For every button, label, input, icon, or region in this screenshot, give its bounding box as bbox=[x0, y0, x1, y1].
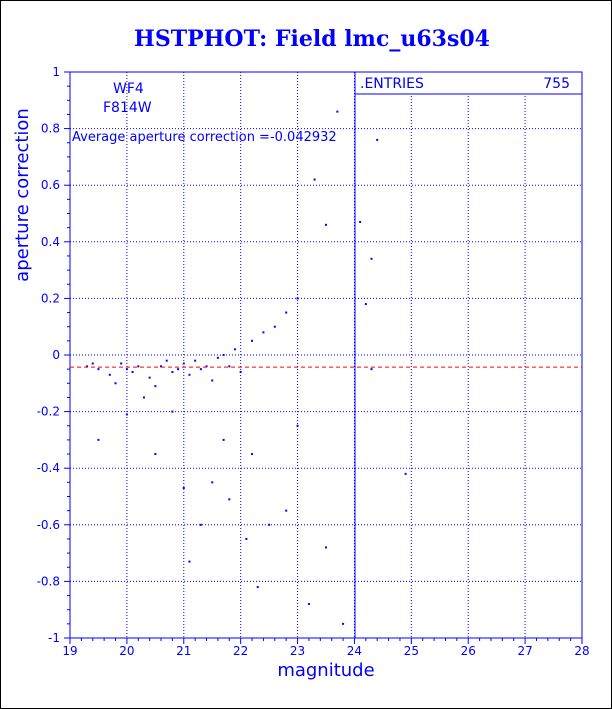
x-tick-label: 21 bbox=[176, 644, 191, 658]
data-point bbox=[171, 410, 174, 413]
data-point bbox=[211, 379, 214, 382]
data-point bbox=[296, 424, 299, 427]
stats-box: .ENTRIES 755 bbox=[354, 71, 583, 638]
data-point bbox=[273, 325, 276, 328]
data-point bbox=[211, 481, 214, 484]
data-point bbox=[336, 110, 339, 113]
data-point bbox=[228, 365, 231, 368]
scatter-points bbox=[86, 110, 407, 625]
data-point bbox=[233, 348, 236, 351]
data-point bbox=[171, 370, 174, 373]
y-tick-label: -0.2 bbox=[37, 405, 60, 419]
average-annotation-label: Average aperture correction = bbox=[72, 130, 270, 145]
x-tick-label: 25 bbox=[404, 644, 419, 658]
data-point bbox=[222, 438, 225, 441]
x-axis-label: magnitude bbox=[277, 660, 374, 681]
data-point bbox=[154, 453, 157, 456]
y-tick-label: 0.6 bbox=[41, 178, 60, 192]
data-point bbox=[285, 311, 288, 314]
data-point bbox=[194, 359, 197, 362]
data-point bbox=[182, 487, 185, 490]
data-point bbox=[188, 560, 191, 563]
data-point bbox=[199, 523, 202, 526]
data-point bbox=[154, 385, 157, 388]
data-point bbox=[325, 223, 327, 226]
data-point bbox=[313, 178, 316, 181]
data-point bbox=[307, 603, 310, 606]
stats-box-border bbox=[354, 71, 583, 95]
x-tick-label: 20 bbox=[119, 644, 134, 658]
data-point bbox=[182, 362, 185, 365]
x-tick-label: 27 bbox=[517, 644, 532, 658]
y-tick-label: 0.2 bbox=[41, 291, 60, 305]
data-point bbox=[177, 368, 180, 371]
average-annotation: Average aperture correction =-0.042932 bbox=[72, 130, 337, 145]
x-tick-label: 24 bbox=[347, 644, 362, 658]
data-point bbox=[125, 368, 128, 371]
data-point bbox=[296, 297, 299, 300]
chart-title: HSTPHOT: Field lmc_u63s04 bbox=[134, 26, 490, 52]
data-point bbox=[256, 586, 259, 589]
y-tick-label: -0.6 bbox=[37, 518, 60, 532]
x-tick-label: 19 bbox=[62, 644, 77, 658]
data-point bbox=[376, 138, 379, 141]
y-tick-label: 1 bbox=[52, 65, 60, 79]
data-point bbox=[205, 365, 208, 368]
data-point bbox=[148, 376, 151, 379]
data-point bbox=[86, 365, 89, 368]
x-tick-label: 23 bbox=[290, 644, 305, 658]
data-point bbox=[251, 453, 254, 456]
data-point bbox=[131, 370, 134, 373]
filter-label: F814W bbox=[103, 100, 152, 116]
data-point bbox=[262, 331, 265, 334]
data-point bbox=[165, 359, 168, 362]
x-tick-label: 28 bbox=[574, 644, 589, 658]
y-tick-label: -1 bbox=[48, 631, 60, 645]
data-point bbox=[97, 368, 100, 371]
data-point bbox=[268, 523, 271, 526]
data-point bbox=[222, 354, 225, 356]
data-point bbox=[239, 370, 242, 373]
data-point bbox=[91, 362, 94, 365]
data-point bbox=[342, 622, 345, 625]
data-point bbox=[228, 498, 231, 501]
data-point bbox=[114, 382, 117, 385]
data-point bbox=[245, 537, 248, 540]
data-point bbox=[251, 339, 254, 342]
data-point bbox=[370, 368, 373, 371]
y-tick-label: 0.8 bbox=[41, 122, 60, 136]
data-point bbox=[404, 472, 407, 475]
grid bbox=[70, 72, 582, 638]
axis-ticks: 19 20 21 22 23 24 25 26 27 28 -1 -0.8 -0.6 -0.4 -0.2 0 0… bbox=[37, 65, 590, 658]
average-annotation-value: -0.042932 bbox=[270, 130, 337, 145]
data-point bbox=[285, 509, 288, 512]
y-tick-label: 0.4 bbox=[41, 235, 60, 249]
data-point bbox=[142, 396, 145, 399]
y-tick-label: -0.8 bbox=[37, 574, 60, 588]
data-point bbox=[108, 373, 111, 376]
data-point bbox=[199, 368, 202, 371]
stats-entries-label: .ENTRIES bbox=[360, 76, 424, 92]
data-point bbox=[188, 373, 191, 376]
data-point bbox=[359, 220, 362, 223]
y-tick-label: -0.4 bbox=[37, 461, 60, 475]
data-point bbox=[364, 303, 367, 306]
x-tick-label: 26 bbox=[461, 644, 476, 658]
data-point bbox=[325, 546, 327, 549]
data-point bbox=[125, 413, 128, 416]
data-point bbox=[216, 356, 219, 359]
stats-entries-value: 755 bbox=[543, 76, 570, 92]
x-tick-label: 22 bbox=[233, 644, 248, 658]
chip-label: WF4 bbox=[113, 81, 144, 97]
data-point bbox=[370, 257, 373, 260]
data-point bbox=[97, 438, 100, 441]
y-tick-label: 0 bbox=[52, 348, 60, 362]
data-point bbox=[137, 365, 140, 368]
y-axis-label: aperture correction bbox=[12, 108, 33, 282]
data-point bbox=[160, 365, 163, 368]
data-point bbox=[120, 362, 123, 365]
